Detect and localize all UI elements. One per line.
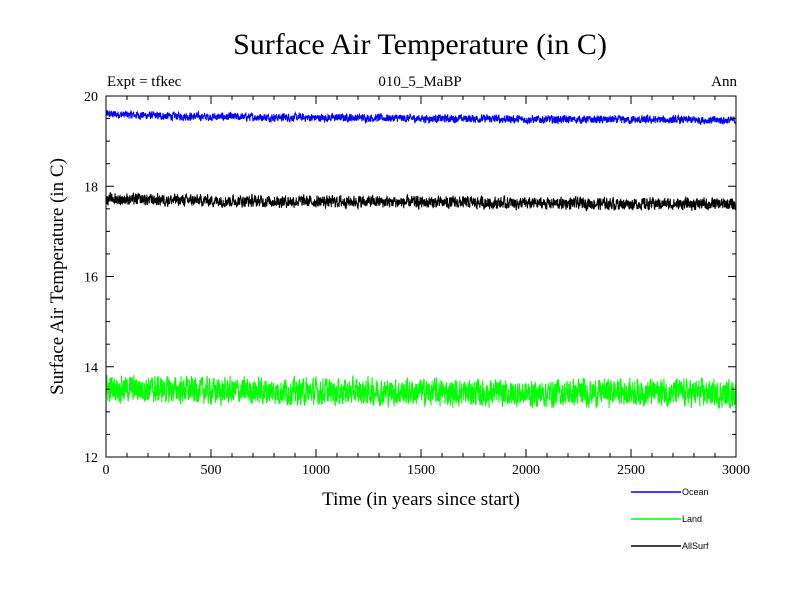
legend-label-allsurf: AllSurf xyxy=(682,541,709,551)
experiment-label: Expt = tfkec xyxy=(107,74,182,90)
series-layer xyxy=(105,109,737,409)
x-tick-label: 0 xyxy=(103,463,110,478)
y-axis-label: Surface Air Temperature (in C) xyxy=(47,158,68,395)
series-line-ocean xyxy=(105,109,737,126)
x-tick-label: 2000 xyxy=(512,463,540,478)
x-tick-label: 3000 xyxy=(722,463,750,478)
y-tick-label: 16 xyxy=(84,271,98,286)
legend-label-ocean: Ocean xyxy=(682,487,709,497)
x-tick-label: 2500 xyxy=(617,463,645,478)
y-tick-label: 18 xyxy=(84,180,98,195)
y-tick-label: 14 xyxy=(84,361,98,376)
plot-frame xyxy=(105,95,737,458)
chart-title: Surface Air Temperature (in C) xyxy=(233,28,607,61)
chart-subtitle: 010_5_MaBP xyxy=(378,74,462,90)
x-tick-label: 1500 xyxy=(407,463,435,478)
legend: Ocean Land AllSurf xyxy=(631,487,709,551)
x-tick-label: 500 xyxy=(201,463,222,478)
series-line-land xyxy=(105,374,737,409)
axes-layer: 0 500 1000 1500 2000 2500 3000 12 14 16 18 20 xyxy=(84,90,750,478)
period-label: Ann xyxy=(711,74,737,90)
x-tick-label: 1000 xyxy=(302,463,330,478)
y-tick-label: 12 xyxy=(84,451,98,466)
series-line-allsurf xyxy=(105,192,737,212)
x-axis-label: Time (in years since start) xyxy=(322,489,520,510)
y-tick-label: 20 xyxy=(84,90,98,105)
legend-label-land: Land xyxy=(682,514,702,524)
